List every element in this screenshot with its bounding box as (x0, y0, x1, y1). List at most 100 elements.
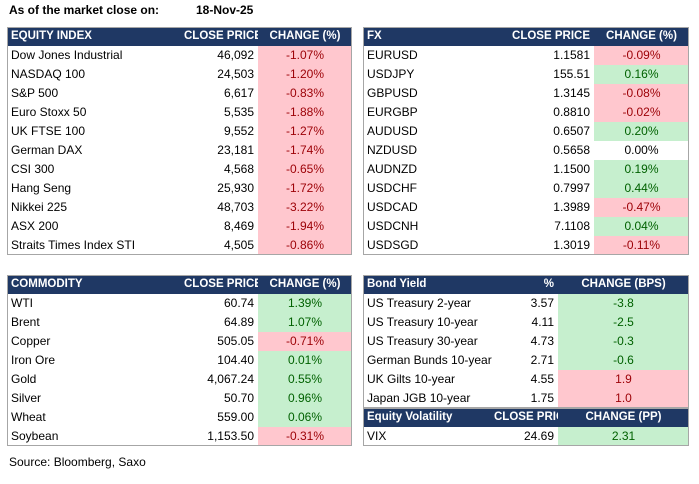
row-label: German DAX (11, 143, 83, 157)
close-value: 104.40 (217, 353, 254, 367)
table-frame (7, 275, 352, 446)
change-value: 0.06% (258, 408, 352, 427)
row-label: Soybean (11, 429, 59, 443)
change-value: -1.20% (258, 65, 352, 84)
close-value: 1.75 (530, 391, 554, 405)
close-value: 64.89 (223, 315, 254, 329)
row-label: Straits Times Index STI (11, 238, 136, 252)
close-value: 60.74 (223, 296, 254, 310)
change-value: -0.02% (594, 103, 689, 122)
column-header: CHANGE (%) (258, 275, 352, 294)
close-value: 24.69 (523, 429, 554, 443)
close-value: 1.3989 (553, 200, 590, 214)
close-value: 5,535 (223, 105, 254, 119)
row-label: Dow Jones Industrial (11, 48, 123, 62)
close-value: 1.1500 (553, 162, 590, 176)
column-header: CHANGE (%) (258, 27, 352, 46)
change-value: -0.08% (594, 84, 689, 103)
close-value: 1,153.50 (207, 429, 254, 443)
close-value: 1.1581 (553, 48, 590, 62)
column-title: Equity Volatility (363, 408, 490, 427)
close-value: 0.7997 (553, 181, 590, 195)
change-value: -0.83% (258, 84, 352, 103)
row-label: ASX 200 (11, 219, 59, 233)
change-value: 0.16% (594, 65, 689, 84)
close-value: 4.55 (530, 372, 554, 386)
close-value: 6,617 (223, 86, 254, 100)
footer: Source: Bloomberg, Saxo (9, 455, 146, 469)
close-value: 505.05 (217, 334, 254, 348)
row-label: UK FTSE 100 (11, 124, 86, 138)
column-header: CLOSE PRICE (490, 27, 594, 46)
column-header: CLOSE PRICE (180, 275, 258, 294)
close-value: 4,067.24 (207, 372, 254, 386)
row-label: Euro Stoxx 50 (11, 105, 87, 119)
row-label: Silver (11, 391, 42, 405)
row-label: US Treasury 2-year (367, 296, 472, 310)
row-label: US Treasury 10-year (367, 315, 478, 329)
change-value: 1.39% (258, 294, 352, 313)
close-value: 0.8810 (553, 105, 590, 119)
change-value: -0.86% (258, 236, 352, 255)
change-value: 1.0 (558, 389, 689, 408)
close-value: 23,181 (217, 143, 254, 157)
close-value: 8,469 (223, 219, 254, 233)
close-value: 4,568 (223, 162, 254, 176)
close-value: 155.51 (553, 67, 590, 81)
row-label: UK Gilts 10-year (367, 372, 456, 386)
change-value: -0.09% (594, 46, 689, 65)
change-value: -3.8 (558, 294, 689, 313)
column-title: COMMODITY (7, 275, 180, 294)
row-label: Hang Seng (11, 181, 72, 195)
change-value: -0.11% (594, 236, 689, 255)
row-label: NASDAQ 100 (11, 67, 86, 81)
row-label: NZDUSD (367, 143, 417, 157)
row-label: S&P 500 (11, 86, 59, 100)
close-value: 4,505 (223, 238, 254, 252)
change-value: -1.27% (258, 122, 352, 141)
row-label: VIX (367, 429, 387, 443)
row-label: Nikkei 225 (11, 200, 68, 214)
close-value: 7.1108 (554, 219, 590, 233)
table-frame (363, 408, 689, 446)
row-label: EURGBP (367, 105, 418, 119)
change-value: 0.44% (594, 179, 689, 198)
change-value: 0.96% (258, 389, 352, 408)
change-value: 1.07% (258, 313, 352, 332)
row-label: Copper (11, 334, 51, 348)
change-value: -1.74% (258, 141, 352, 160)
column-header: CHANGE (BPS) (558, 275, 689, 294)
close-value: 9,552 (223, 124, 254, 138)
row-label: Iron Ore (11, 353, 56, 367)
column-title: EQUITY INDEX (7, 27, 180, 46)
change-value: 0.04% (594, 217, 689, 236)
change-value: 0.01% (258, 351, 352, 370)
close-value: 4.11 (531, 315, 554, 329)
close-value: 2.71 (530, 353, 554, 367)
row-label: Gold (11, 372, 37, 386)
change-value: -1.72% (258, 179, 352, 198)
header-label: As of the market close on: (9, 3, 160, 17)
column-header: CLOSE PRICE (490, 408, 558, 427)
table-frame (7, 27, 352, 255)
row-label: USDSGD (367, 238, 419, 252)
change-value: -0.31% (258, 427, 352, 446)
change-value: -1.94% (258, 217, 352, 236)
row-label: Japan JGB 10-year (367, 391, 471, 405)
row-label: USDCNH (367, 219, 419, 233)
close-value: 1.3145 (553, 86, 590, 100)
row-label: German Bunds 10-year (367, 353, 492, 367)
row-label: AUDNZD (367, 162, 417, 176)
change-value: -2.5 (558, 313, 689, 332)
change-value: 0.20% (594, 122, 689, 141)
close-value: 0.6507 (553, 124, 590, 138)
close-value: 50.70 (223, 391, 254, 405)
change-value: -0.6 (558, 351, 689, 370)
column-title: FX (363, 27, 490, 46)
row-label: USDJPY (367, 67, 415, 81)
close-value: 1.3019 (553, 238, 590, 252)
row-label: WTI (11, 296, 33, 310)
close-value: 24,503 (217, 67, 254, 81)
change-value: -0.47% (594, 198, 689, 217)
row-label: USDCHF (367, 181, 417, 195)
